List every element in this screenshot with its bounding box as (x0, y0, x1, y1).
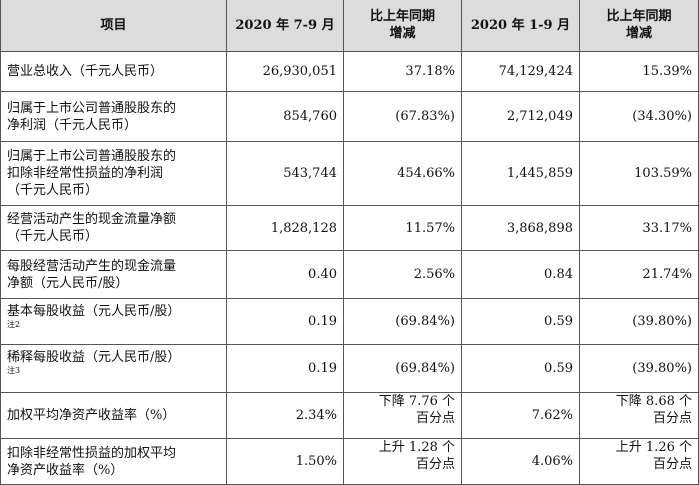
q3-value: 0.19 (226, 344, 344, 393)
header-q3-yoy: 比上年同期 增减 (343, 0, 462, 52)
q3-value: 1,828,128 (226, 205, 344, 251)
q3-yoy-value: (67.83%) (343, 91, 462, 142)
q3-yoy-value: 下降 7.76 个 百分点 (343, 392, 462, 439)
row-label-line: 净利润（千元人民币） (7, 117, 138, 133)
ytd-yoy-line2: 百分点 (652, 457, 692, 472)
table-row: 稀释每股收益（元人民币/股） 注3 0.19 (69.84%) 0.59 (39… (0, 344, 699, 393)
row-label-line: 加权平均净资产收益率（%） (7, 408, 176, 423)
ytd-yoy-line1: 上升 1.26 个 (615, 440, 692, 455)
ytd-value: 2,712,049 (461, 91, 580, 142)
row-label-line: 扣除非经常性损益的加权平均 (7, 445, 177, 461)
table-row: 归属于上市公司普通股股东的 扣除非经常性损益的净利润 （千元人民币） 543,7… (0, 141, 699, 206)
ytd-yoy-value: (39.80%) (579, 298, 699, 345)
q3-value: 26,930,051 (226, 51, 344, 92)
header-q3: 2020 年 7-9 月 (226, 0, 344, 52)
q3-yoy-line2: 百分点 (415, 411, 455, 426)
table-row: 每股经营活动产生的现金流量 净额（元人民币/股） 0.40 2.56% 0.84… (0, 250, 699, 299)
row-label: 营业总收入（千元人民币） (0, 51, 227, 92)
row-label-line: 扣除非经常性损益的净利润 (7, 166, 164, 181)
row-label: 归属于上市公司普通股股东的 扣除非经常性损益的净利润 （千元人民币） (0, 141, 227, 206)
row-label: 每股经营活动产生的现金流量 净额（元人民币/股） (0, 250, 227, 299)
footnote-marker: 注2 (7, 320, 21, 329)
row-label-line: 净资产收益率（%） (7, 462, 124, 478)
row-label-line: 归属于上市公司普通股股东的 (7, 100, 177, 116)
table-row: 基本每股收益（元人民币/股） 注2 0.19 (69.84%) 0.59 (39… (0, 298, 699, 345)
q3-yoy-value: (69.84%) (343, 344, 462, 393)
q3-yoy-value: (69.84%) (343, 298, 462, 345)
row-label: 稀释每股收益（元人民币/股） 注3 (0, 344, 227, 393)
ytd-value: 74,129,424 (461, 51, 580, 92)
footnote-marker: 注3 (7, 366, 21, 375)
q3-yoy-value: 454.66% (343, 141, 462, 206)
ytd-value: 1,445,859 (461, 141, 580, 206)
table-row: 加权平均净资产收益率（%） 2.34% 下降 7.76 个 百分点 7.62% … (0, 392, 699, 439)
header-row: 项目 2020 年 7-9 月 比上年同期 增减 2020 年 1-9 月 比上… (0, 0, 699, 52)
ytd-yoy-value: (39.80%) (579, 344, 699, 393)
ytd-yoy-line1: 下降 8.68 个 (615, 394, 692, 409)
ytd-value: 0.84 (461, 250, 580, 299)
header-item: 项目 (0, 0, 227, 52)
q3-yoy-line2: 百分点 (415, 457, 455, 472)
q3-yoy-line1: 下降 7.76 个 (378, 394, 455, 409)
ytd-value: 7.62% (461, 392, 580, 439)
table-row: 营业总收入（千元人民币） 26,930,051 37.18% 74,129,42… (0, 51, 699, 92)
row-label-line: 基本每股收益（元人民币/股） (7, 304, 181, 319)
table-row: 扣除非经常性损益的加权平均 净资产收益率（%） 1.50% 上升 1.28 个 … (0, 438, 699, 485)
q3-value: 543,744 (226, 141, 344, 206)
q3-value: 854,760 (226, 91, 344, 142)
ytd-yoy-value: 上升 1.26 个 百分点 (579, 438, 699, 485)
row-label: 经营活动产生的现金流量净额 （千元人民币） (0, 205, 227, 251)
row-label-line: 营业总收入（千元人民币） (7, 64, 164, 79)
q3-value: 0.19 (226, 298, 344, 345)
ytd-value: 0.59 (461, 344, 580, 393)
q3-value: 0.40 (226, 250, 344, 299)
ytd-yoy-value: (34.30%) (579, 91, 699, 142)
header-ytd-yoy-line1: 比上年同期 (606, 9, 672, 24)
q3-yoy-value: 11.57% (343, 205, 462, 251)
row-label-line: 每股经营活动产生的现金流量 (7, 258, 177, 274)
ytd-value: 3,868,898 (461, 205, 580, 251)
row-label-line: 净额（元人民币/股） (7, 275, 129, 291)
q3-yoy-value: 37.18% (343, 51, 462, 92)
row-label: 扣除非经常性损益的加权平均 净资产收益率（%） (0, 438, 227, 485)
ytd-yoy-value: 33.17% (579, 205, 699, 251)
row-label-line: （千元人民币） (7, 229, 99, 244)
row-label: 基本每股收益（元人民币/股） 注2 (0, 298, 227, 345)
q3-yoy-line1: 上升 1.28 个 (378, 440, 455, 455)
row-label-line: （千元人民币） (7, 183, 99, 198)
header-ytd-yoy-line2: 增减 (625, 26, 652, 41)
q3-yoy-value: 2.56% (343, 250, 462, 299)
row-label-line: 归属于上市公司普通股股东的 (7, 149, 177, 164)
row-label-line: 经营活动产生的现金流量净额 (7, 212, 177, 227)
header-q3-yoy-line1: 比上年同期 (369, 9, 435, 24)
row-label: 归属于上市公司普通股股东的 净利润（千元人民币） (0, 91, 227, 142)
table-row: 经营活动产生的现金流量净额 （千元人民币） 1,828,128 11.57% 3… (0, 205, 699, 251)
row-label-line: 稀释每股收益（元人民币/股） (7, 350, 181, 365)
table-row: 归属于上市公司普通股股东的 净利润（千元人民币） 854,760 (67.83%… (0, 91, 699, 142)
ytd-yoy-line2: 百分点 (652, 411, 692, 426)
header-q3-yoy-line2: 增减 (389, 26, 416, 41)
q3-value: 2.34% (226, 392, 344, 439)
row-label: 加权平均净资产收益率（%） (0, 392, 227, 439)
ytd-yoy-value: 下降 8.68 个 百分点 (579, 392, 699, 439)
ytd-yoy-value: 103.59% (579, 141, 699, 206)
ytd-yoy-value: 15.39% (579, 51, 699, 92)
ytd-yoy-value: 21.74% (579, 250, 699, 299)
q3-value: 1.50% (226, 438, 344, 485)
header-ytd-yoy: 比上年同期 增减 (579, 0, 699, 52)
header-ytd: 2020 年 1-9 月 (461, 0, 580, 52)
q3-yoy-value: 上升 1.28 个 百分点 (343, 438, 462, 485)
ytd-value: 4.06% (461, 438, 580, 485)
ytd-value: 0.59 (461, 298, 580, 345)
